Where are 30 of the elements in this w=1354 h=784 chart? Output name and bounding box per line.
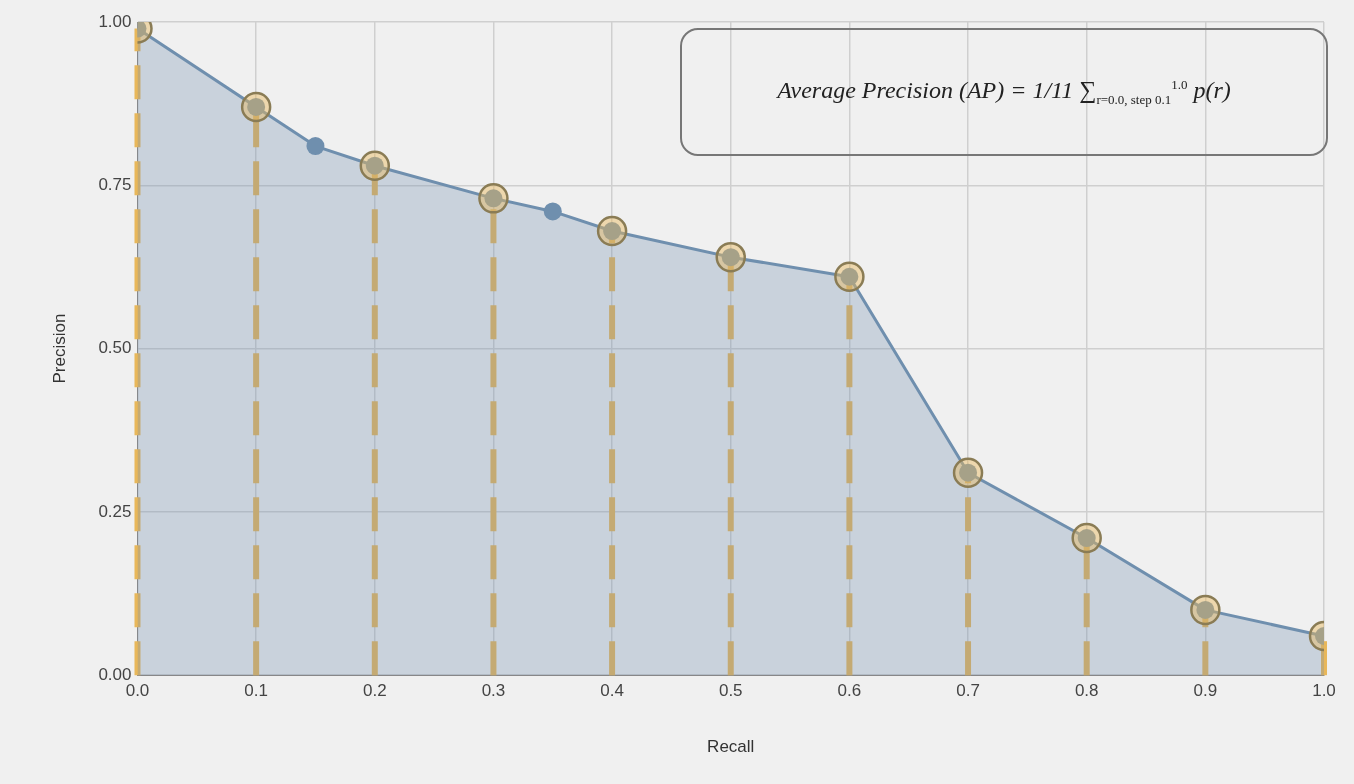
x-tick-label: 0.4 bbox=[600, 681, 624, 701]
point bbox=[306, 137, 325, 156]
x-tick-label: 0.1 bbox=[244, 681, 268, 701]
x-tick-label: 0.5 bbox=[718, 681, 743, 701]
y-tick-label: 1.00 bbox=[98, 11, 132, 31]
x-tick-label: 0.7 bbox=[956, 681, 980, 701]
x-tick-label: 0.0 bbox=[125, 681, 150, 701]
point bbox=[1190, 594, 1221, 626]
x-axis-title: Recall bbox=[707, 737, 755, 757]
y-tick-label: 0.75 bbox=[98, 174, 132, 194]
x-tick-label: 0.3 bbox=[481, 681, 506, 701]
point bbox=[478, 183, 509, 214]
y-tick-label: 0.50 bbox=[98, 338, 132, 358]
point bbox=[952, 457, 984, 488]
x-tick-label: 1.0 bbox=[1312, 681, 1336, 701]
y-tick-label: 0.25 bbox=[98, 501, 132, 521]
x-tick-label: 0.9 bbox=[1193, 681, 1218, 701]
x-tick-label: 0.6 bbox=[837, 681, 862, 701]
point bbox=[359, 150, 391, 181]
annotation: Average Precision (AP) = 1/11 ∑$_{r=0.0, step 0.1}$$^{1.0}$ p(r) bbox=[777, 76, 1231, 108]
y-tick-label: 0.00 bbox=[98, 664, 132, 684]
point bbox=[596, 215, 628, 247]
point bbox=[543, 202, 562, 221]
x-tick-label: 0.8 bbox=[1074, 681, 1099, 701]
y-axis-title: Precision bbox=[49, 313, 69, 384]
point bbox=[834, 261, 865, 292]
point bbox=[715, 241, 746, 273]
point bbox=[1071, 522, 1102, 554]
x-tick-label: 0.2 bbox=[362, 681, 387, 701]
point bbox=[240, 91, 272, 123]
